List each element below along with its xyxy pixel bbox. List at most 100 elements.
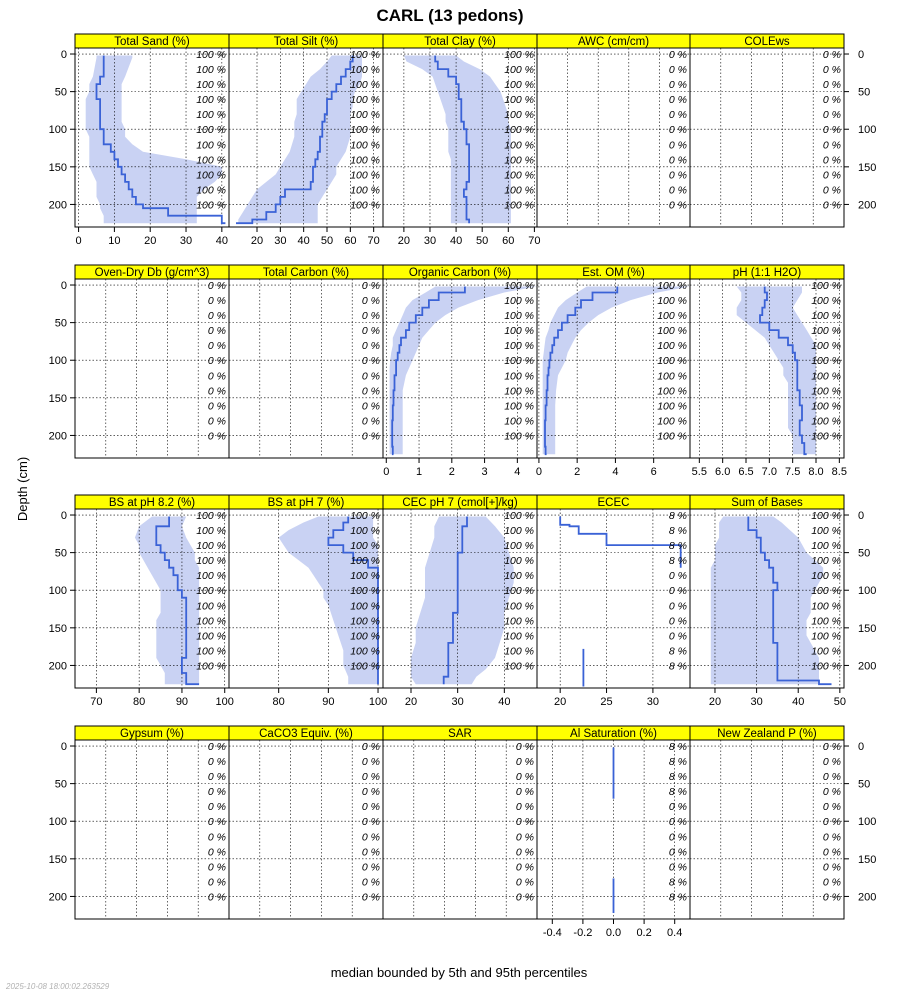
- median-line: [327, 516, 379, 685]
- coverage-label: 100 %: [350, 585, 380, 597]
- coverage-label: 100 %: [504, 310, 534, 322]
- coverage-label: 0 %: [669, 79, 687, 91]
- coverage-label: 100 %: [504, 615, 534, 627]
- coverage-label: 100 %: [811, 630, 841, 642]
- coverage-label: 100 %: [504, 280, 534, 292]
- panel-1-2: Organic Carbon (%)100 %100 %100 %100 %10…: [382, 264, 538, 478]
- coverage-label: 100 %: [811, 660, 841, 672]
- panel-title: Total Sand (%): [114, 36, 190, 48]
- coverage-label: 0 %: [208, 385, 226, 397]
- coverage-label: 0 %: [516, 741, 534, 753]
- coverage-label: 0 %: [823, 741, 841, 753]
- panel-1-1: Total Carbon (%) 0 % 0 % 0 % 0 % 0 % 0 % 0 % 0 %…: [228, 264, 384, 459]
- coverage-label: 100 %: [350, 124, 380, 136]
- coverage-label: 0 %: [669, 169, 687, 181]
- y-tick-label: 100: [858, 124, 876, 136]
- y-tick-label: 200: [858, 660, 876, 672]
- y-tick-label: 100: [49, 355, 67, 367]
- x-tick-label: 7.0: [762, 466, 777, 478]
- y-tick-label: 200: [49, 199, 67, 211]
- coverage-label: 100 %: [504, 645, 534, 657]
- coverage-label: 0 %: [362, 415, 380, 427]
- coverage-label: 100 %: [504, 400, 534, 412]
- coverage-label: 0 %: [823, 184, 841, 196]
- x-tick-label: 0: [536, 466, 542, 478]
- percentile-band: [134, 516, 200, 685]
- coverage-label: 0 %: [362, 846, 380, 858]
- coverage-label: 0 %: [362, 801, 380, 813]
- coverage-label: 0 %: [362, 370, 380, 382]
- coverage-label: 0 %: [362, 340, 380, 352]
- coverage-label: 0 %: [669, 154, 687, 166]
- x-tick-label: 50: [321, 235, 333, 247]
- x-tick-label: 20: [709, 696, 721, 708]
- y-tick-label: 100: [858, 585, 876, 597]
- coverage-label: 100 %: [657, 295, 687, 307]
- median-line: [434, 55, 470, 224]
- coverage-label: 100 %: [504, 295, 534, 307]
- panel-title: Gypsum (%): [120, 728, 184, 740]
- coverage-label: 100 %: [811, 585, 841, 597]
- x-tick-label: 4: [612, 466, 618, 478]
- coverage-label: 100 %: [504, 355, 534, 367]
- coverage-label: 100 %: [504, 184, 534, 196]
- percentile-band: [542, 286, 690, 455]
- y-tick-label: 50: [858, 548, 870, 560]
- coverage-label: 100 %: [196, 555, 226, 567]
- coverage-label: 0 %: [669, 64, 687, 76]
- panel-frame: [382, 739, 538, 920]
- median-line: [95, 55, 226, 225]
- coverage-label: 100 %: [811, 510, 841, 522]
- coverage-label: 0 %: [516, 861, 534, 873]
- panel-3-2: SAR 0 % 0 % 0 % 0 % 0 % 0 % 0 % 0 % 0 % 0 % 0 %: [382, 725, 538, 920]
- coverage-label: 100 %: [196, 525, 226, 537]
- panel-frame: [74, 739, 230, 920]
- panel-frame: [689, 278, 845, 459]
- coverage-label: 0 %: [823, 771, 841, 783]
- coverage-label: 0 %: [208, 430, 226, 442]
- coverage-label: 100 %: [657, 340, 687, 352]
- coverage-label: 0 %: [823, 816, 841, 828]
- coverage-label: 8 %: [669, 876, 687, 888]
- coverage-label: 0 %: [362, 325, 380, 337]
- panel-title: New Zealand P (%): [717, 728, 817, 740]
- coverage-label: 100 %: [196, 615, 226, 627]
- x-tick-label: 6.0: [715, 466, 730, 478]
- coverage-label: 0 %: [516, 801, 534, 813]
- x-tick-label: 100: [369, 696, 387, 708]
- coverage-label: 0 %: [516, 816, 534, 828]
- coverage-label: 0 %: [669, 109, 687, 121]
- coverage-label: 0 %: [823, 199, 841, 211]
- panel-grid: Total Sand (%) 100 % 100 % 100 % 100 % 100 % 1…: [49, 33, 876, 939]
- x-tick-label: -0.2: [573, 927, 592, 939]
- coverage-label: 0 %: [669, 184, 687, 196]
- coverage-label: 0 %: [208, 340, 226, 352]
- coverage-label: 100 %: [350, 94, 380, 106]
- coverage-label: 100 %: [657, 430, 687, 442]
- y-tick-label: 0: [61, 741, 67, 753]
- panel-frame: [74, 278, 230, 459]
- coverage-label: 100 %: [350, 660, 380, 672]
- x-tick-label: 6: [651, 466, 657, 478]
- y-tick-label: 150: [49, 162, 67, 174]
- coverage-label: 0 %: [208, 741, 226, 753]
- panel-2-1: BS at pH 7 (%) 100 % 100 % 100 % 100 % 100 % 1…: [228, 494, 387, 708]
- x-tick-label: 50: [476, 235, 488, 247]
- panel-frame: [228, 739, 384, 920]
- coverage-label: 100 %: [811, 310, 841, 322]
- x-tick-label: 8.0: [808, 466, 823, 478]
- coverage-label: 0 %: [669, 615, 687, 627]
- panel-frame: [536, 47, 691, 228]
- coverage-label: 100 %: [811, 280, 841, 292]
- coverage-label: 100 %: [504, 570, 534, 582]
- coverage-label: 0 %: [208, 370, 226, 382]
- coverage-label: 8 %: [669, 645, 687, 657]
- x-tick-label: 70: [90, 696, 102, 708]
- coverage-label: 0 %: [823, 139, 841, 151]
- y-tick-label: 100: [858, 816, 876, 828]
- y-tick-label: 150: [49, 623, 67, 635]
- coverage-label: 100 %: [196, 154, 226, 166]
- coverage-label: 100 %: [657, 415, 687, 427]
- panel-frame: [689, 508, 845, 689]
- coverage-label: 8 %: [669, 741, 687, 753]
